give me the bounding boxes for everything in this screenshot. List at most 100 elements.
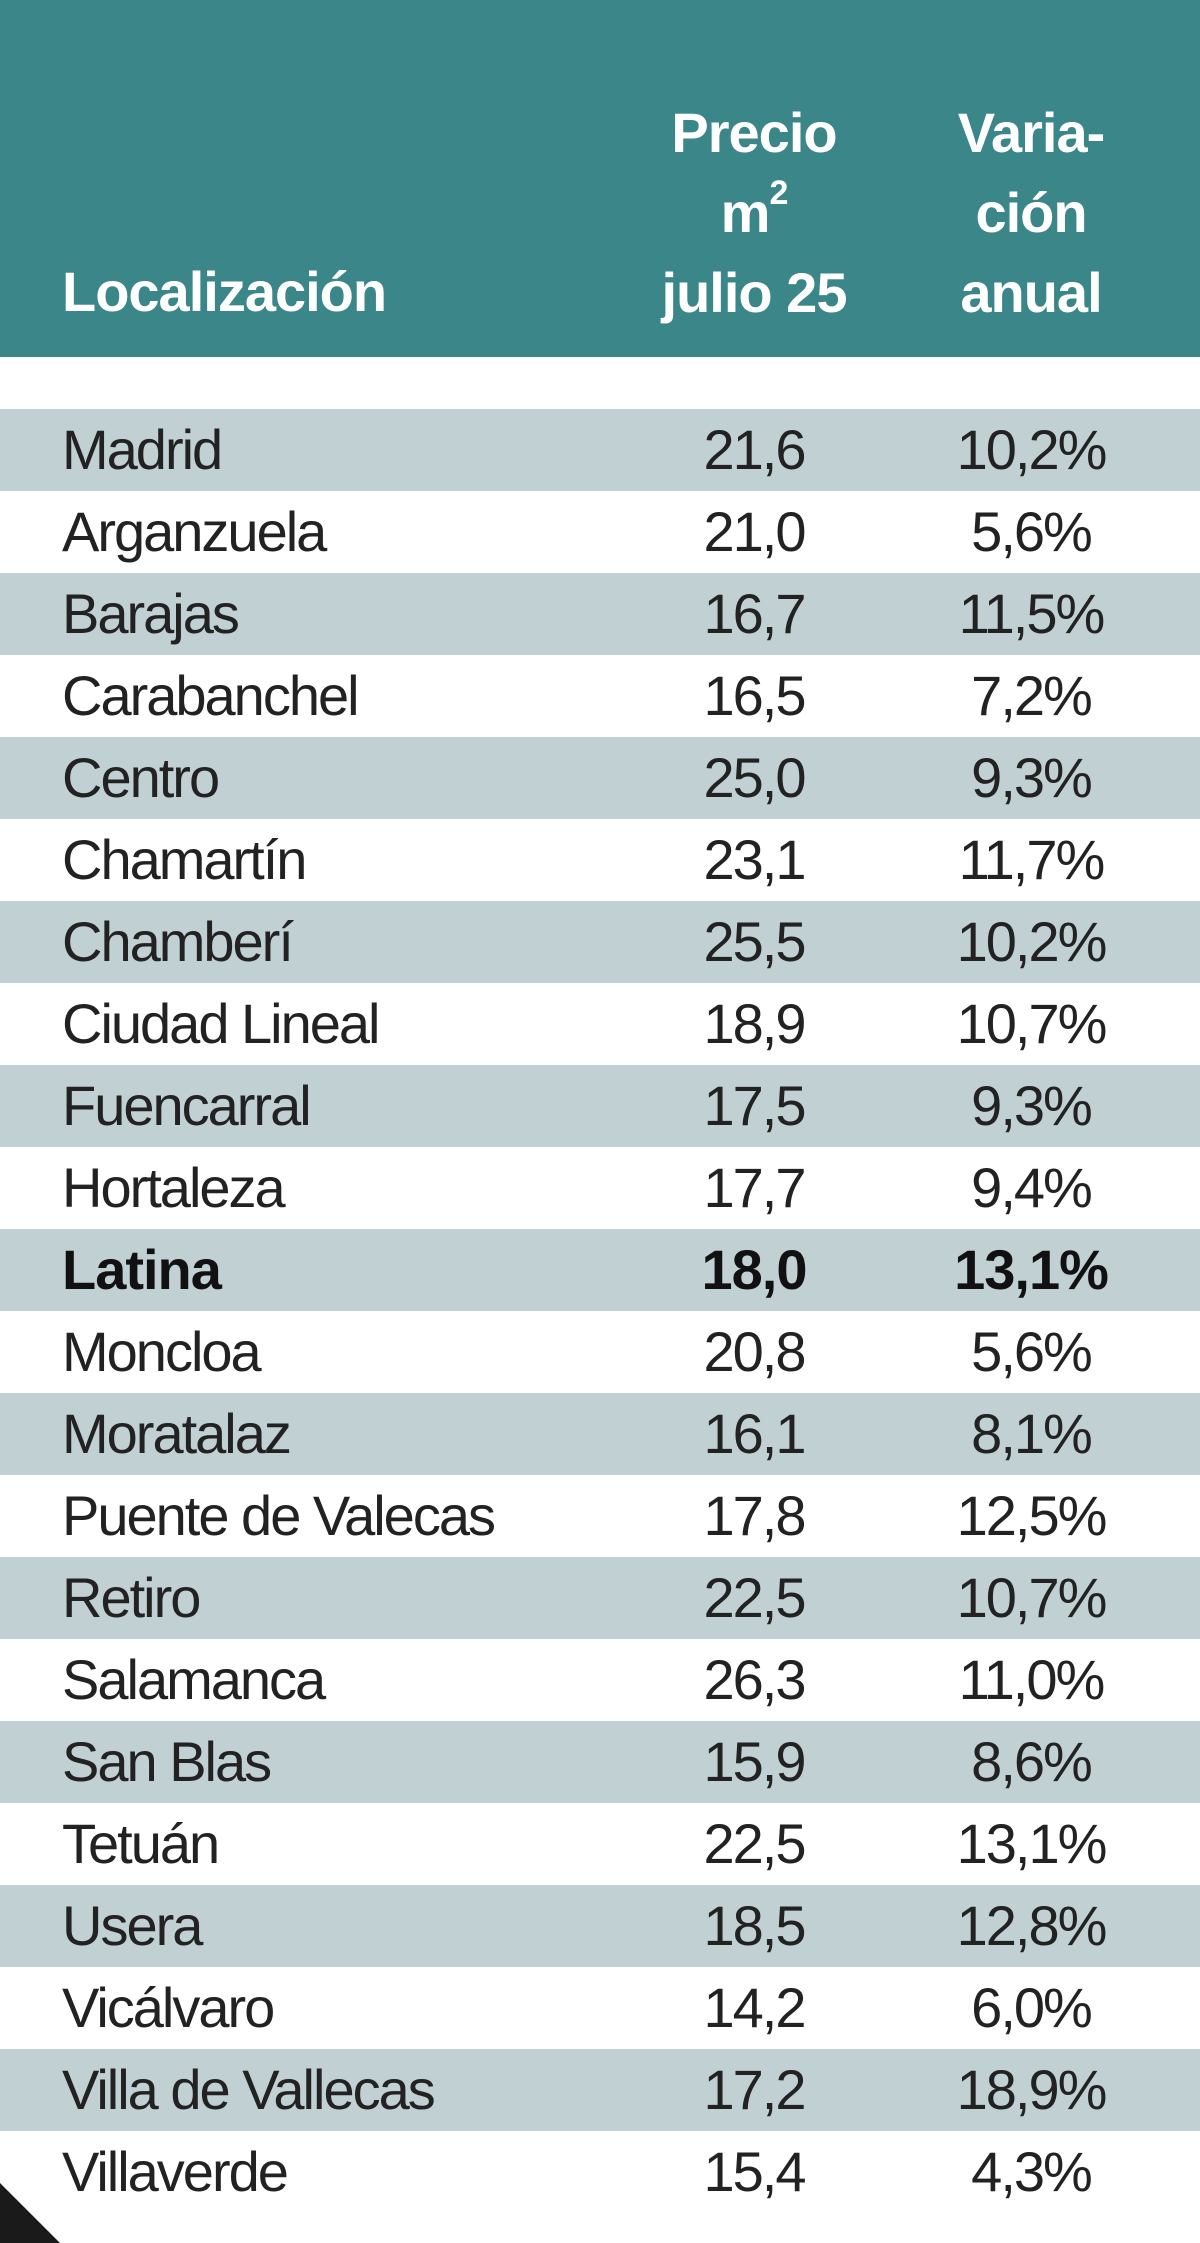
price-cell: 21,6 <box>703 418 807 481</box>
variation-cell: 8,1% <box>971 1402 1093 1465</box>
price-cell: 18,0 <box>701 1238 808 1301</box>
variation-cell: 12,5% <box>956 1484 1108 1547</box>
header-price: Precio m2 julio 25 <box>630 93 878 333</box>
header-price-unit: m <box>720 181 771 244</box>
price-cell: 20,8 <box>703 1320 807 1383</box>
location-cell: Retiro <box>62 1566 201 1629</box>
table-row: Chamartín 23,1 11,7% <box>0 819 1200 901</box>
price-cell: 23,1 <box>703 828 807 891</box>
table-row: Chamberí 25,5 10,2% <box>0 901 1200 983</box>
table-row: Madrid 21,6 10,2% <box>0 409 1200 491</box>
table-row: Moncloa 20,8 5,6% <box>0 1311 1200 1393</box>
location-cell: Latina <box>62 1238 222 1301</box>
price-cell: 25,5 <box>703 910 807 973</box>
header-var-line1: Varia- <box>957 101 1106 164</box>
location-cell: Villa de Vallecas <box>62 2058 436 2121</box>
table-row: Arganzuela 21,0 5,6% <box>0 491 1200 573</box>
price-cell: 15,9 <box>703 1730 807 1793</box>
header-price-superscript: 2 <box>769 174 788 212</box>
location-cell: Arganzuela <box>62 500 327 563</box>
price-cell: 22,5 <box>703 1812 807 1875</box>
table-row: Centro 25,0 9,3% <box>0 737 1200 819</box>
variation-cell: 11,7% <box>958 828 1106 891</box>
variation-cell: 9,3% <box>971 1074 1093 1137</box>
price-cell: 15,4 <box>703 2140 807 2203</box>
table-row: Carabanchel 16,5 7,2% <box>0 655 1200 737</box>
table-row: Tetuán 22,5 13,1% <box>0 1803 1200 1885</box>
variation-cell: 11,0% <box>958 1648 1106 1711</box>
price-cell: 17,2 <box>703 2058 807 2121</box>
location-cell: Carabanchel <box>62 664 360 727</box>
header-var-line2: ción <box>975 181 1087 244</box>
table-row: Moratalaz 16,1 8,1% <box>0 1393 1200 1475</box>
location-cell: Tetuán <box>62 1812 220 1875</box>
price-cell: 17,7 <box>703 1156 807 1219</box>
table-row: Barajas 16,7 11,5% <box>0 573 1200 655</box>
location-cell: Puente de Valecas <box>62 1484 496 1547</box>
price-cell: 21,0 <box>703 500 807 563</box>
price-cell: 26,3 <box>703 1648 807 1711</box>
table-row: San Blas 15,9 8,6% <box>0 1721 1200 1803</box>
price-cell: 14,2 <box>703 1976 807 2039</box>
table-header: Localización Precio m2 julio 25 Varia- c… <box>0 0 1200 357</box>
location-cell: Chamartín <box>62 828 307 891</box>
location-cell: Moratalaz <box>62 1402 292 1465</box>
location-cell: Usera <box>62 1894 203 1957</box>
variation-cell: 8,6% <box>971 1730 1093 1793</box>
table-row: Fuencarral 17,5 9,3% <box>0 1065 1200 1147</box>
price-cell: 16,1 <box>703 1402 807 1465</box>
table-body: Madrid 21,6 10,2% Arganzuela 21,0 5,6% Barajas… <box>0 409 1200 2213</box>
location-cell: San Blas <box>62 1730 272 1793</box>
location-cell: Hortaleza <box>62 1156 286 1219</box>
location-cell: Chamberí <box>62 910 294 973</box>
header-price-line1: Precio <box>671 101 837 164</box>
variation-cell: 5,6% <box>971 1320 1093 1383</box>
table-row: Ciudad Lineal 18,9 10,7% <box>0 983 1200 1065</box>
variation-cell: 10,2% <box>956 910 1108 973</box>
variation-cell: 10,7% <box>956 992 1108 1055</box>
variation-cell: 13,1% <box>954 1238 1109 1301</box>
variation-cell: 10,2% <box>956 418 1108 481</box>
table-row: Salamanca 26,3 11,0% <box>0 1639 1200 1721</box>
header-price-line3: julio 25 <box>661 261 848 324</box>
price-cell: 18,5 <box>703 1894 807 1957</box>
location-cell: Fuencarral <box>62 1074 312 1137</box>
table-row: Retiro 22,5 10,7% <box>0 1557 1200 1639</box>
variation-cell: 9,3% <box>971 746 1093 809</box>
price-cell: 18,9 <box>703 992 807 1055</box>
variation-cell: 11,5% <box>958 582 1106 645</box>
table-row: Hortaleza 17,7 9,4% <box>0 1147 1200 1229</box>
price-cell: 16,7 <box>703 582 807 645</box>
header-var-line3: anual <box>960 261 1102 324</box>
variation-cell: 9,4% <box>971 1156 1093 1219</box>
variation-cell: 12,8% <box>956 1894 1108 1957</box>
table-row: Villaverde 15,4 4,3% <box>0 2131 1200 2213</box>
variation-cell: 6,0% <box>971 1976 1093 2039</box>
location-cell: Centro <box>62 746 220 809</box>
price-cell: 25,0 <box>703 746 807 809</box>
price-cell: 16,5 <box>703 664 807 727</box>
header-price-line2: m2 <box>630 173 878 253</box>
location-cell: Moncloa <box>62 1320 262 1383</box>
header-variation: Varia- ción anual <box>915 93 1147 333</box>
variation-cell: 18,9% <box>956 2058 1108 2121</box>
location-cell: Villaverde <box>62 2140 289 2203</box>
table-row: Vicálvaro 14,2 6,0% <box>0 1967 1200 2049</box>
table-row: Usera 18,5 12,8% <box>0 1885 1200 1967</box>
location-cell: Salamanca <box>62 1648 326 1711</box>
variation-cell: 4,3% <box>971 2140 1093 2203</box>
table-row: Villa de Vallecas 17,2 18,9% <box>0 2049 1200 2131</box>
table-row: Puente de Valecas 17,8 12,5% <box>0 1475 1200 1557</box>
location-cell: Barajas <box>62 582 240 645</box>
price-cell: 17,5 <box>703 1074 807 1137</box>
header-location: Localización <box>62 260 387 323</box>
price-cell: 22,5 <box>703 1566 807 1629</box>
corner-decoration <box>0 2183 60 2243</box>
location-cell: Ciudad Lineal <box>62 992 380 1055</box>
variation-cell: 10,7% <box>956 1566 1108 1629</box>
variation-cell: 13,1% <box>956 1812 1108 1875</box>
variation-cell: 5,6% <box>971 500 1093 563</box>
location-cell: Vicálvaro <box>62 1976 275 2039</box>
table-row: Latina 18,0 13,1% <box>0 1229 1200 1311</box>
location-cell: Madrid <box>62 418 223 481</box>
